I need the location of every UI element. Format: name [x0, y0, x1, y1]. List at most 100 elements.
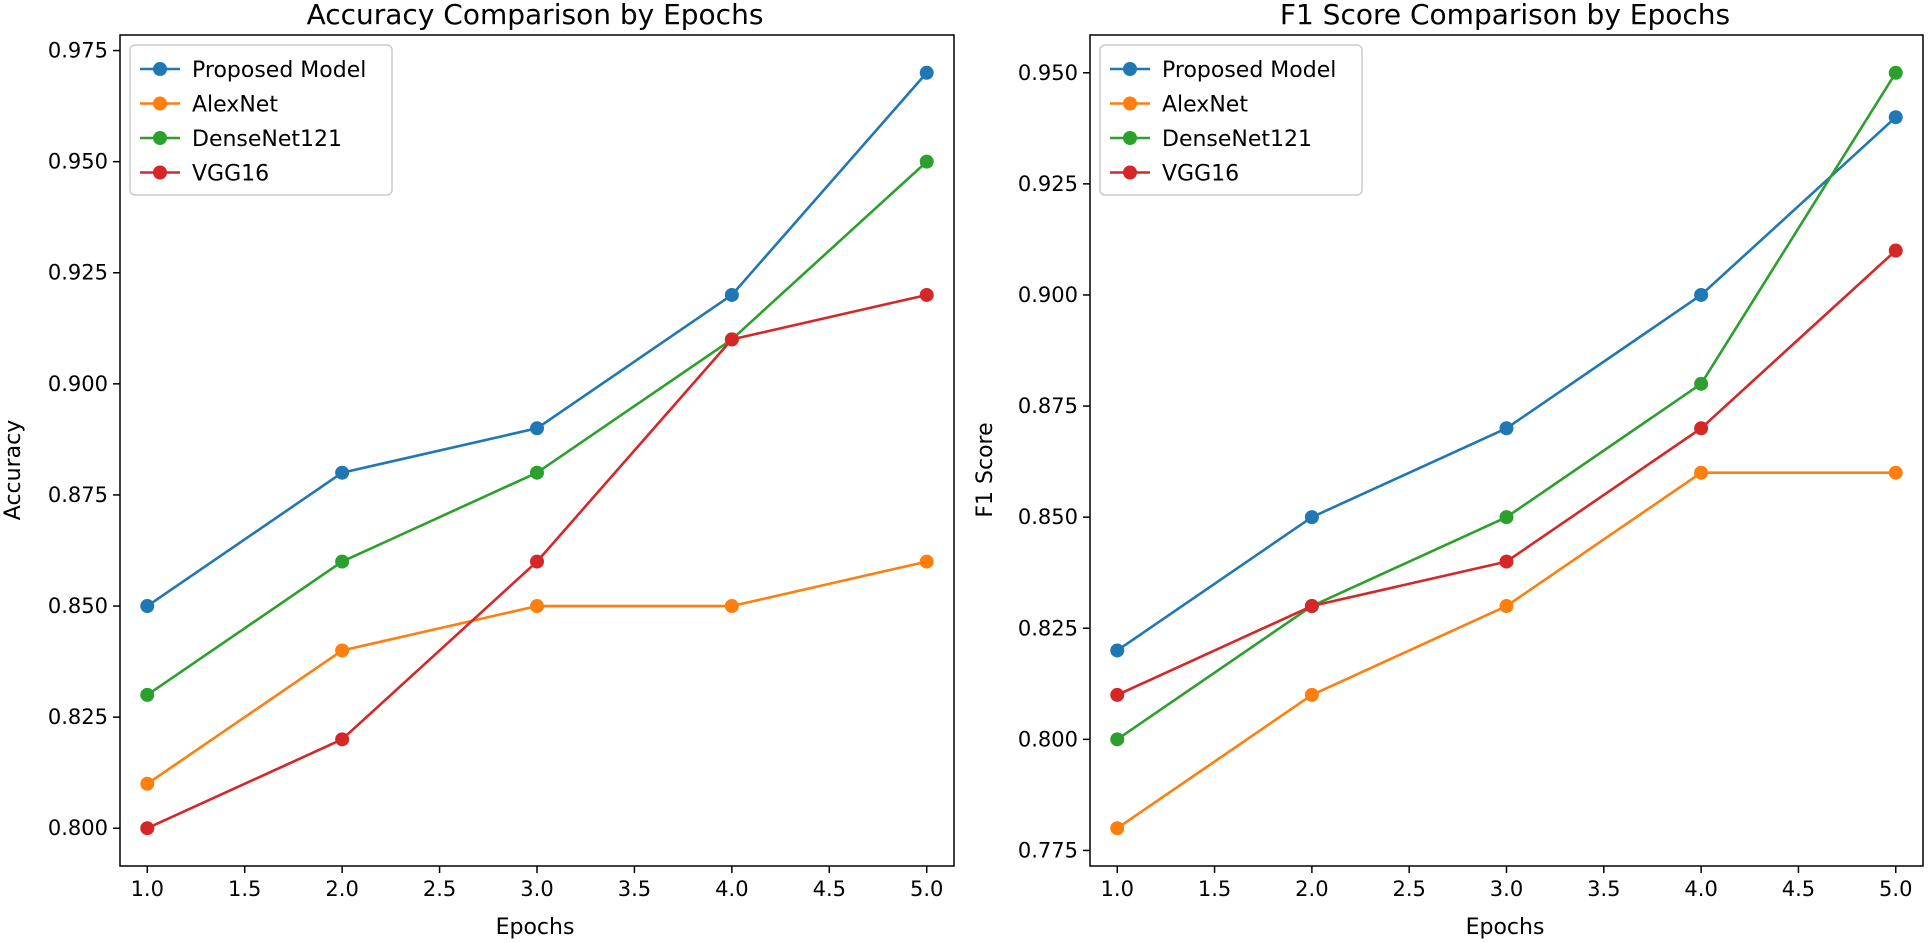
y-tick-label: 0.925 [1018, 172, 1078, 196]
legend-swatch-marker [153, 96, 167, 111]
y-tick-label: 0.925 [48, 261, 108, 285]
data-point [919, 554, 934, 569]
data-point [1499, 599, 1514, 614]
legend-label: VGG16 [1162, 162, 1239, 187]
y-tick-label: 0.950 [48, 150, 108, 174]
data-point [530, 465, 544, 480]
legend-label: VGG16 [192, 162, 269, 187]
legend-item: Proposed Model [1110, 58, 1336, 83]
series-alexnet [140, 554, 934, 791]
chart-title: Accuracy Comparison by Epochs [307, 0, 764, 31]
data-point [1499, 510, 1514, 525]
x-axis-label: Epochs [1466, 915, 1545, 940]
series-proposed-model [140, 65, 934, 614]
y-axis-label: F1 Score [973, 422, 998, 517]
y-tick-label: 0.850 [1018, 505, 1078, 529]
legend-label: Proposed Model [192, 58, 366, 83]
legend-box [1099, 44, 1363, 196]
data-point [1694, 287, 1709, 302]
data-point [1888, 110, 1903, 125]
data-point [1694, 465, 1709, 480]
x-tick-label: 2.5 [1392, 877, 1425, 901]
legend-label: Proposed Model [1162, 58, 1336, 83]
legend-item: AlexNet [1110, 93, 1248, 118]
plot-frame [119, 34, 955, 867]
chart-accuracy: Accuracy Comparison by Epochs Epochs Acc… [1, 0, 955, 940]
x-tick-label: 1.0 [131, 877, 164, 901]
legend-item: VGG16 [140, 162, 269, 187]
x-tick-label: 3.5 [618, 877, 651, 901]
data-point [1499, 421, 1514, 436]
series-alexnet [1110, 465, 1903, 836]
legend-item: Proposed Model [140, 58, 366, 83]
data-point [1304, 510, 1319, 525]
data-point [140, 776, 155, 791]
legend: Proposed Model AlexNet DenseNet121 VGG16 [129, 44, 393, 196]
data-point [335, 465, 350, 480]
data-point [140, 821, 155, 836]
y-tick-label: 0.850 [48, 594, 108, 618]
x-tick-label: 5.0 [1879, 877, 1912, 901]
data-point [1694, 376, 1709, 391]
data-point [1499, 554, 1514, 569]
y-axis-label: Accuracy [1, 420, 26, 520]
data-point [530, 599, 544, 614]
data-point [140, 687, 155, 702]
legend-item: AlexNet [140, 93, 278, 118]
y-tick-label: 0.775 [1018, 838, 1078, 862]
series-vgg16 [1110, 243, 1903, 702]
data-point [1888, 465, 1903, 480]
chart-title: F1 Score Comparison by Epochs [1280, 0, 1730, 31]
data-point [335, 554, 350, 569]
legend: Proposed Model AlexNet DenseNet121 VGG16 [1099, 44, 1363, 196]
legend-item: DenseNet121 [140, 127, 342, 152]
data-point [1110, 643, 1125, 658]
data-point [530, 554, 544, 569]
x-tick-label: 5.0 [910, 877, 943, 901]
data-point [335, 732, 350, 747]
data-point [1304, 599, 1319, 614]
y-tick-label: 0.875 [1018, 394, 1078, 418]
legend-item: DenseNet121 [1110, 127, 1312, 152]
series-vgg16 [140, 287, 934, 836]
data-point [1694, 421, 1709, 436]
legend-box [129, 44, 393, 196]
data-point [919, 154, 934, 169]
data-point [724, 287, 739, 302]
legend-label: AlexNet [192, 93, 278, 118]
x-tick-label: 3.5 [1587, 877, 1620, 901]
legend-swatch-marker [1123, 131, 1137, 145]
data-point [1110, 687, 1125, 702]
x-tick-label: 1.5 [228, 877, 261, 901]
chart-f1-score: F1 Score Comparison by Epochs Epochs F1 … [973, 0, 1924, 940]
x-tick-label: 4.5 [813, 877, 846, 901]
x-tick-label: 3.0 [520, 877, 553, 901]
data-point [1888, 243, 1903, 258]
series-line [1116, 116, 1897, 652]
data-point [919, 287, 934, 302]
y-tick-label: 0.900 [48, 372, 108, 396]
y-tick-label: 0.975 [48, 39, 108, 63]
data-point [1304, 687, 1319, 702]
legend-item: VGG16 [1110, 162, 1239, 187]
x-tick-label: 2.0 [1295, 877, 1328, 901]
data-point [724, 332, 739, 347]
legend-swatch-marker [153, 62, 167, 76]
x-tick-label: 2.0 [325, 877, 358, 901]
legend-swatch-marker [153, 165, 167, 180]
series-line [146, 560, 928, 785]
data-point [724, 599, 739, 614]
data-point [1110, 821, 1125, 836]
series-proposed-model [1110, 110, 1903, 658]
series-line [1116, 471, 1896, 830]
x-tick-label: 4.0 [1684, 877, 1717, 901]
x-tick-label: 4.0 [715, 877, 748, 901]
y-tick-label: 0.800 [1018, 727, 1078, 751]
legend-swatch-marker [1123, 62, 1137, 76]
legend-swatch-marker [1123, 165, 1137, 180]
y-tick-label: 0.900 [1018, 283, 1078, 307]
y-tick-label: 0.950 [1018, 61, 1078, 85]
data-point [335, 643, 350, 658]
data-point [140, 599, 155, 614]
data-point [530, 421, 544, 436]
